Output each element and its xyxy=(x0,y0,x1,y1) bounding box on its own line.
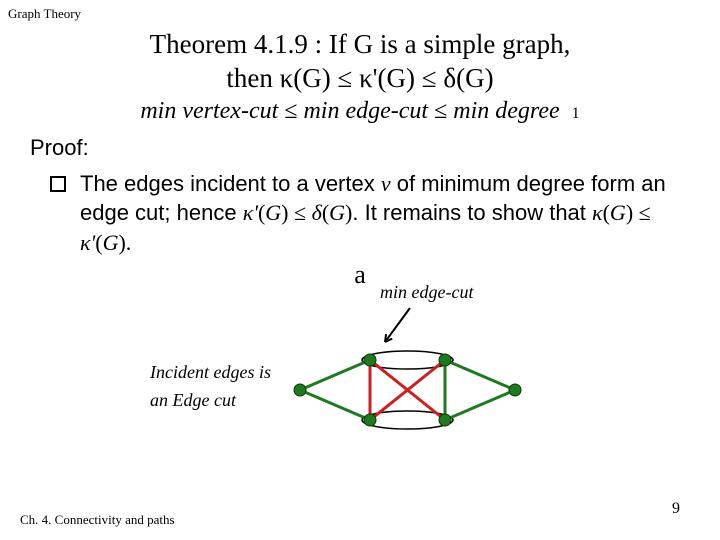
title-line2: then κ(G) ≤ κ'(G) ≤ δ(G) xyxy=(226,63,493,93)
bullet-text: The edges incident to a vertex v of mini… xyxy=(80,169,680,258)
bullet-icon xyxy=(50,176,66,192)
footer-chapter: Ch. 4. Connectivity and paths xyxy=(20,512,175,528)
subtitle-text: min vertex-cut ≤ min edge-cut ≤ min degr… xyxy=(140,98,559,124)
page-number: 9 xyxy=(672,500,680,518)
subtitle-pagenum: 1 xyxy=(572,105,580,122)
incident-edges-label: Incident edges is an Edge cut xyxy=(150,358,271,416)
theorem-subtitle: min vertex-cut ≤ min edge-cut ≤ min degr… xyxy=(40,98,680,125)
proof-label: Proof: xyxy=(30,135,720,161)
title-line1: Theorem 4.1.9 : If G is a simple graph, xyxy=(150,29,571,59)
diagram-area: min edge-cut Incident edges is an Edge c… xyxy=(0,290,720,460)
alpha-symbol: a xyxy=(0,260,720,290)
incident-line1: Incident edges is xyxy=(150,362,271,382)
theorem-title: Theorem 4.1.9 : If G is a simple graph, … xyxy=(40,28,680,96)
proof-bullet-row: The edges incident to a vertex v of mini… xyxy=(50,169,680,258)
graph-diagram xyxy=(260,330,560,450)
course-header: Graph Theory xyxy=(0,0,720,22)
incident-line2: an Edge cut xyxy=(150,390,236,410)
